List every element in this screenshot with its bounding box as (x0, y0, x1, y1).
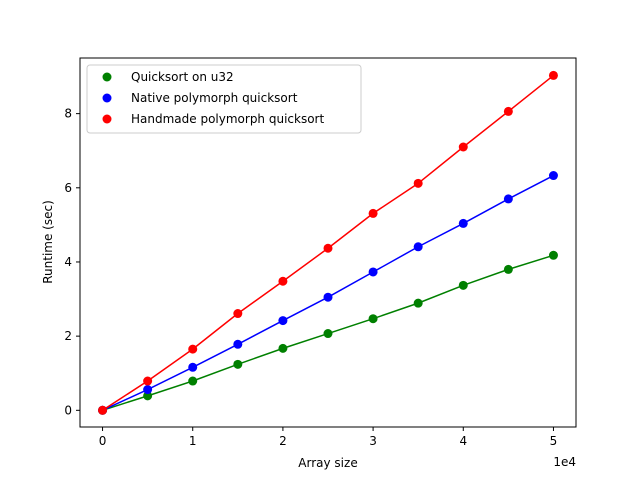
legend: Quicksort on u32 Native polymorph quickso… (86, 64, 362, 134)
data-point (233, 359, 243, 369)
series-layer (98, 70, 558, 415)
legend-marker (102, 72, 112, 82)
x-tick-label: 0 (99, 434, 107, 448)
data-point (503, 194, 513, 204)
legend-label: Handmade polymorph quicksort (131, 112, 324, 126)
data-point (278, 316, 288, 326)
data-point (143, 391, 153, 401)
data-point (188, 376, 198, 386)
data-point (413, 242, 423, 252)
data-point (413, 178, 423, 188)
data-point (503, 264, 513, 274)
data-point (98, 405, 108, 415)
y-tick-label: 8 (64, 107, 72, 121)
data-point (503, 106, 513, 116)
y-tick-label: 4 (64, 255, 72, 269)
y-tick-label: 0 (64, 403, 72, 417)
data-point (548, 250, 558, 260)
x-axis-offset-label: 1e4 (553, 455, 576, 469)
x-axis: 0 1 2 3 4 5 (99, 427, 558, 448)
x-tick-label: 4 (459, 434, 467, 448)
data-point (278, 343, 288, 353)
x-axis-label: Array size (298, 456, 357, 470)
y-axis-label: Runtime (sec) (41, 200, 55, 284)
y-axis: 0 2 4 6 8 (64, 107, 80, 417)
data-point (143, 385, 153, 395)
data-point (368, 208, 378, 218)
data-point (458, 280, 468, 290)
data-point (323, 329, 333, 339)
data-point (458, 218, 468, 228)
data-point (368, 314, 378, 324)
data-point (278, 276, 288, 286)
legend-items: Quicksort on u32 Native polymorph quickso… (102, 70, 324, 126)
legend-marker (102, 114, 112, 124)
data-point (548, 171, 558, 181)
x-tick-label: 5 (550, 434, 558, 448)
data-point (233, 339, 243, 349)
data-point (188, 362, 198, 372)
data-point (368, 267, 378, 277)
data-point (323, 292, 333, 302)
data-point (233, 309, 243, 319)
legend-marker (102, 93, 112, 103)
x-tick-label: 1 (189, 434, 197, 448)
data-point (188, 344, 198, 354)
data-point (458, 142, 468, 152)
x-tick-label: 3 (369, 434, 377, 448)
data-point (548, 70, 558, 80)
plot-frame (79, 57, 577, 428)
legend-box (86, 64, 362, 134)
y-tick-label: 2 (64, 329, 72, 343)
legend-label: Quicksort on u32 (131, 70, 234, 84)
data-point (413, 298, 423, 308)
legend-label: Native polymorph quicksort (131, 91, 298, 105)
data-point (323, 243, 333, 253)
x-tick-label: 2 (279, 434, 287, 448)
data-point (143, 376, 153, 386)
series-2 (98, 70, 558, 415)
y-tick-label: 6 (64, 181, 72, 195)
